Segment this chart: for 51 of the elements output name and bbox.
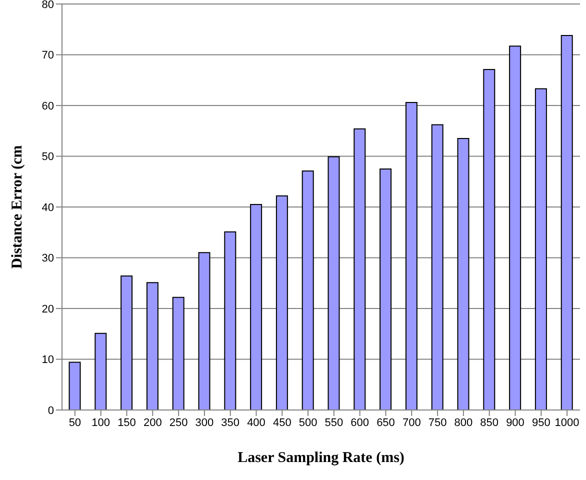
bar bbox=[198, 252, 210, 410]
y-tick-label: 60 bbox=[42, 100, 54, 112]
bar bbox=[431, 124, 444, 410]
bar bbox=[354, 128, 366, 410]
x-tick-label: 500 bbox=[298, 416, 318, 429]
x-tick-label: 350 bbox=[221, 416, 240, 429]
x-tick-label: 150 bbox=[118, 416, 136, 429]
x-tick-label: 550 bbox=[324, 416, 344, 429]
y-tick-label: 0 bbox=[48, 404, 54, 417]
x-tick-label: 1000 bbox=[554, 416, 580, 429]
bar bbox=[405, 102, 418, 410]
x-tick-label: 400 bbox=[247, 416, 266, 429]
y-tick-label: 40 bbox=[42, 202, 54, 214]
bar bbox=[560, 34, 573, 410]
x-tick-label: 100 bbox=[92, 416, 110, 429]
y-tick-label: 30 bbox=[42, 252, 54, 265]
x-tick-label: 600 bbox=[350, 416, 370, 429]
x-axis-title: Laser Sampling Rate (ms) bbox=[238, 450, 404, 466]
x-tick-label: 450 bbox=[272, 416, 292, 429]
bar bbox=[68, 362, 81, 410]
bar bbox=[224, 231, 236, 410]
bar bbox=[534, 88, 547, 410]
x-tick-label: 250 bbox=[169, 416, 188, 429]
bar bbox=[380, 168, 392, 410]
x-tick-label: 750 bbox=[428, 416, 447, 429]
bar bbox=[250, 204, 262, 410]
x-tick-label: 50 bbox=[68, 416, 82, 429]
y-axis-title: Distance Error (cm bbox=[9, 144, 26, 269]
y-tick-label: 50 bbox=[42, 151, 54, 164]
x-tick-label: 300 bbox=[195, 416, 214, 429]
bar bbox=[120, 276, 133, 410]
y-tick-label: 80 bbox=[42, 0, 54, 11]
x-tick-label: 900 bbox=[506, 416, 524, 429]
x-tick-label: 200 bbox=[143, 416, 162, 429]
bar bbox=[276, 195, 288, 410]
x-tick-label: 650 bbox=[376, 416, 395, 429]
bar bbox=[172, 296, 184, 410]
y-tick-label: 70 bbox=[42, 50, 54, 62]
bar bbox=[302, 170, 314, 410]
x-tick-label: 850 bbox=[480, 416, 499, 429]
bar bbox=[146, 282, 158, 410]
bar bbox=[328, 156, 340, 410]
y-tick-label: 10 bbox=[42, 354, 54, 366]
bar bbox=[483, 68, 496, 410]
x-tick-label: 800 bbox=[454, 416, 473, 429]
x-tick-label: 950 bbox=[532, 416, 550, 429]
bar bbox=[509, 46, 522, 410]
bar bbox=[94, 332, 107, 410]
bar bbox=[457, 138, 470, 410]
x-tick-label: 700 bbox=[402, 416, 421, 429]
y-tick-label: 20 bbox=[42, 303, 54, 316]
